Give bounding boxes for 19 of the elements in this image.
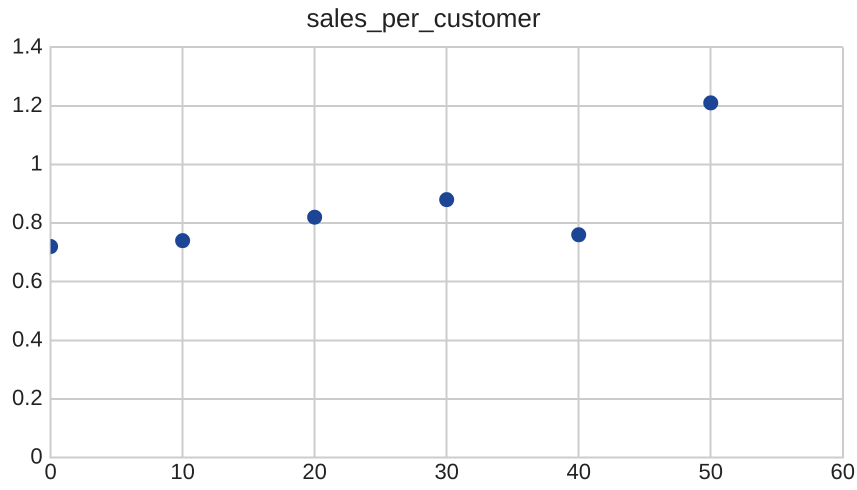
x-tick-label: 20 (302, 458, 327, 484)
point (175, 233, 190, 248)
x-tick-label: 30 (434, 458, 459, 484)
y-tick-label: 1 (30, 150, 43, 176)
chart-title: sales_per_customer (306, 2, 541, 33)
x-tick-label: 50 (698, 458, 723, 484)
x-tick-label: 10 (170, 458, 195, 484)
y-tick-label: 0.2 (12, 385, 43, 410)
y-tick-label: 0.6 (12, 268, 43, 293)
point (571, 227, 586, 242)
point (307, 210, 322, 225)
y-tick-label: 1.4 (12, 33, 43, 58)
x-tick-label: 60 (830, 458, 856, 484)
point (439, 192, 454, 208)
y-tick-label: 0.8 (12, 209, 43, 234)
y-tick-label: 0.4 (12, 326, 43, 352)
point (703, 95, 718, 110)
x-tick-label: 40 (566, 458, 591, 484)
y-tick-label: 1.2 (12, 92, 43, 117)
